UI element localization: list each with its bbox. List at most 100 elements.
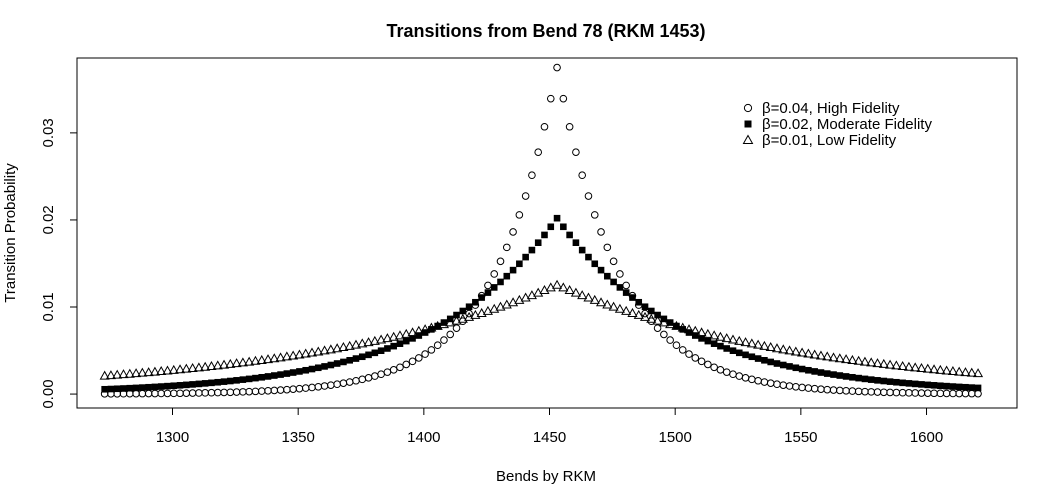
point [162, 365, 173, 375]
point [283, 385, 291, 394]
point [874, 377, 881, 384]
point [784, 345, 795, 355]
point [376, 334, 387, 344]
point [740, 337, 751, 347]
point [490, 284, 498, 291]
point [181, 363, 192, 373]
point [232, 388, 241, 396]
point [754, 376, 762, 385]
point [294, 349, 305, 359]
point [365, 351, 372, 359]
point [262, 354, 274, 364]
point [124, 368, 135, 378]
point [872, 358, 883, 368]
point [319, 345, 330, 355]
point [157, 389, 165, 398]
point [766, 379, 775, 387]
point [779, 361, 787, 369]
point [201, 389, 209, 397]
point [539, 285, 550, 295]
point [220, 378, 228, 385]
point [885, 359, 896, 369]
point [853, 355, 864, 365]
point [735, 372, 744, 380]
x-axis: 1300 1350 1400 1450 1500 1550 1600 [156, 407, 943, 446]
point [710, 363, 718, 372]
point [288, 350, 299, 360]
point [470, 309, 481, 319]
y-tick-label: 0.02 [40, 205, 57, 234]
point [174, 364, 186, 374]
point [402, 360, 411, 369]
point [759, 340, 770, 350]
point [898, 388, 907, 397]
point [338, 342, 349, 352]
point [313, 346, 324, 356]
point [446, 330, 455, 339]
point [545, 282, 556, 292]
point [484, 289, 492, 296]
point [164, 382, 171, 390]
point [570, 287, 581, 297]
point [212, 360, 223, 370]
point [501, 299, 512, 309]
point [269, 353, 280, 363]
point [633, 309, 644, 319]
point [257, 387, 266, 395]
point [302, 366, 310, 374]
point [188, 389, 197, 397]
point [251, 387, 260, 396]
point [396, 363, 404, 372]
point [629, 294, 636, 301]
point [961, 389, 970, 398]
point [382, 333, 393, 343]
point [947, 366, 958, 376]
point [214, 378, 222, 386]
point [683, 324, 695, 334]
point [308, 365, 316, 373]
point [648, 307, 655, 315]
point [546, 94, 555, 103]
point [721, 333, 732, 343]
point [729, 370, 737, 379]
point [804, 384, 813, 392]
x-tick-label: 1450 [533, 429, 566, 446]
point [465, 303, 473, 311]
point [126, 384, 134, 392]
point [897, 361, 908, 371]
point [734, 335, 745, 345]
point [811, 368, 818, 375]
point [514, 294, 525, 304]
point [168, 364, 179, 374]
point [476, 307, 487, 317]
point [358, 353, 366, 361]
point [457, 313, 468, 323]
point [911, 380, 919, 388]
point [227, 377, 234, 385]
point [817, 369, 825, 376]
point [371, 372, 379, 380]
point [798, 383, 806, 392]
point [333, 360, 341, 367]
point [409, 335, 416, 342]
point [289, 385, 297, 393]
point [528, 246, 536, 254]
point [237, 357, 248, 367]
point [723, 345, 731, 352]
point [346, 356, 354, 364]
point [427, 346, 436, 354]
point [595, 297, 607, 307]
point [722, 368, 731, 376]
point [616, 284, 624, 291]
point [340, 358, 347, 366]
point [377, 370, 385, 379]
point [371, 349, 379, 357]
legend: β=0.04, High Fidelity β=0.02, Moderate F… [742, 100, 932, 149]
point [691, 332, 699, 339]
point [200, 361, 211, 371]
x-tick-label: 1550 [784, 429, 817, 446]
point [352, 355, 360, 362]
point [308, 383, 316, 392]
point [603, 243, 612, 252]
point [955, 383, 963, 391]
